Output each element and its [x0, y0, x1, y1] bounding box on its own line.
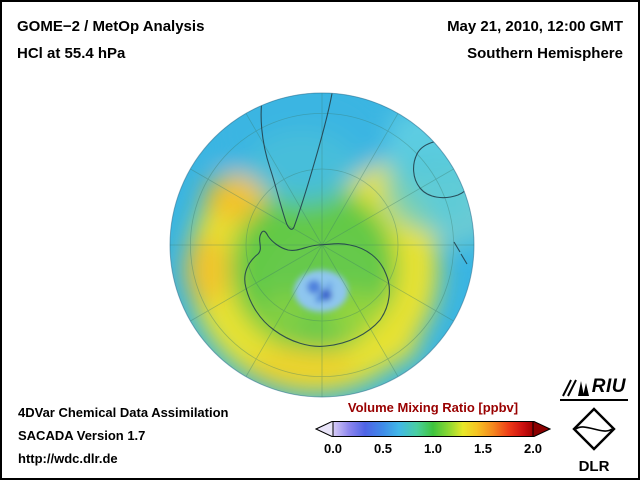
- colorbar-ticks: 0.0 0.5 1.0 1.5 2.0: [315, 441, 551, 457]
- polar-vortex-patch: [294, 270, 348, 312]
- globe-rim: [169, 92, 475, 398]
- south-america-outline: [260, 93, 334, 230]
- colorbar: Volume Mixing Ratio [ppbv]: [315, 400, 551, 457]
- tick-label: 2.0: [523, 441, 543, 456]
- colorbar-scale: [315, 421, 551, 437]
- footer-left: 4DVar Chemical Data Assimilation SACADA …: [18, 401, 229, 470]
- colorbar-gradient: [332, 421, 534, 437]
- species-level-label: HCl at 55.4 hPa: [17, 45, 126, 62]
- colorbar-over-arrow: [532, 421, 551, 437]
- tick-label: 0.0: [323, 441, 343, 456]
- globe: [170, 93, 474, 397]
- header-left: GOME−2 / MetOp Analysis HCl at 55.4 hPa: [17, 13, 204, 67]
- dlr-logo: DLR: [571, 407, 617, 475]
- antarctica-outline: [244, 230, 390, 347]
- header-right: May 21, 2010, 12:00 GMT Southern Hemisph…: [447, 13, 623, 67]
- hemisphere-label: Southern Hemisphere: [467, 45, 623, 62]
- datetime-label: May 21, 2010, 12:00 GMT: [447, 18, 623, 35]
- tick-label: 1.0: [423, 441, 443, 456]
- riu-logo-text: RIU: [591, 376, 626, 397]
- new-zealand-outline: [453, 241, 468, 265]
- riu-cathedral-icon: [561, 379, 589, 397]
- colorbar-under-arrow: [315, 421, 334, 437]
- colorbar-title: Volume Mixing Ratio [ppbv]: [347, 400, 519, 415]
- dlr-logo-text: DLR: [578, 458, 610, 475]
- tick-label: 0.5: [373, 441, 393, 456]
- version-label: SACADA Version 1.7: [18, 428, 146, 443]
- assimilation-label: 4DVar Chemical Data Assimilation: [18, 405, 229, 420]
- dlr-diamond-icon: [572, 407, 616, 451]
- riu-logo: RIU: [559, 376, 628, 401]
- tick-label: 1.5: [473, 441, 493, 456]
- url-label: http://wdc.dlr.de: [18, 451, 118, 466]
- analysis-title: GOME−2 / MetOp Analysis: [17, 18, 205, 35]
